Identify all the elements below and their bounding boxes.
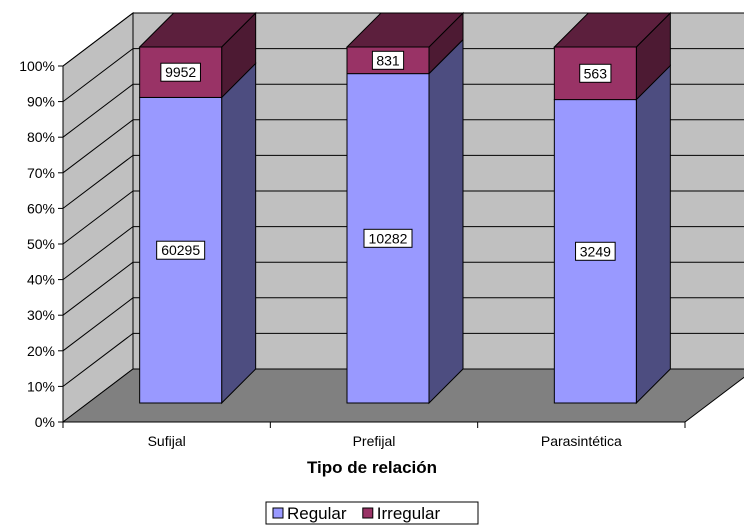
y-tick-label: 90% bbox=[27, 94, 55, 110]
y-tick-label: 80% bbox=[27, 129, 55, 145]
legend-label: Irregular bbox=[377, 504, 441, 523]
data-label-box bbox=[363, 228, 413, 248]
bar-side bbox=[221, 62, 257, 405]
y-tick-label: 10% bbox=[27, 378, 55, 394]
bar bbox=[553, 99, 637, 404]
legend[interactable]: Regular Irregular bbox=[265, 501, 479, 525]
legend-label: Regular bbox=[287, 504, 347, 523]
data-label: 10282 bbox=[369, 230, 408, 246]
x-axis-title: Tipo de relación bbox=[307, 458, 437, 477]
data-label: 563 bbox=[584, 65, 608, 81]
gridline-side bbox=[62, 297, 134, 352]
x-tick-label: Parasintética bbox=[541, 433, 622, 449]
y-tick-label: 40% bbox=[27, 272, 55, 288]
data-label: 60295 bbox=[161, 242, 200, 258]
y-tick-label: 30% bbox=[27, 307, 55, 323]
x-axis: Sufijal Prefijal Parasintética bbox=[62, 421, 686, 449]
bar-top bbox=[553, 12, 672, 48]
data-label-box bbox=[579, 63, 612, 83]
y-tick-label: 100% bbox=[19, 58, 55, 74]
data-label-box bbox=[160, 62, 201, 82]
gridline-side bbox=[62, 155, 134, 209]
gridline-side bbox=[62, 83, 134, 138]
legend-swatch bbox=[272, 507, 284, 519]
data-label-box bbox=[156, 240, 206, 260]
data-label: 831 bbox=[376, 52, 400, 68]
y-tick-label: 0% bbox=[35, 414, 55, 430]
data-label-box bbox=[371, 50, 405, 70]
legend-swatch bbox=[362, 507, 374, 519]
y-tick-label: 60% bbox=[27, 200, 55, 216]
gridline-side bbox=[62, 48, 134, 102]
bars: 60295 9952 10282 831 3249 563 bbox=[138, 11, 672, 405]
gridline-side bbox=[62, 12, 134, 67]
x-tick-label: Prefijal bbox=[353, 433, 396, 449]
bar-top bbox=[138, 12, 257, 48]
data-label-box bbox=[575, 241, 616, 261]
y-tick-label: 20% bbox=[27, 343, 55, 359]
y-tick-label: 50% bbox=[27, 236, 55, 252]
gridline-side bbox=[62, 190, 134, 245]
gridline-side bbox=[62, 261, 134, 316]
gridline-side bbox=[62, 333, 134, 387]
data-label: 3249 bbox=[580, 243, 611, 259]
data-label: 9952 bbox=[165, 64, 196, 80]
gridline-side bbox=[62, 226, 134, 280]
x-tick-label: Sufijal bbox=[148, 433, 186, 449]
gridline-side bbox=[62, 119, 134, 174]
bar-top bbox=[345, 12, 465, 48]
y-axis: 0% 10% 20% 30% 40% 50% 60% 70% 80% 90% 100% bbox=[19, 58, 64, 430]
bar-side bbox=[428, 38, 464, 405]
y-tick-label: 70% bbox=[27, 165, 55, 181]
bar-side bbox=[635, 64, 671, 405]
